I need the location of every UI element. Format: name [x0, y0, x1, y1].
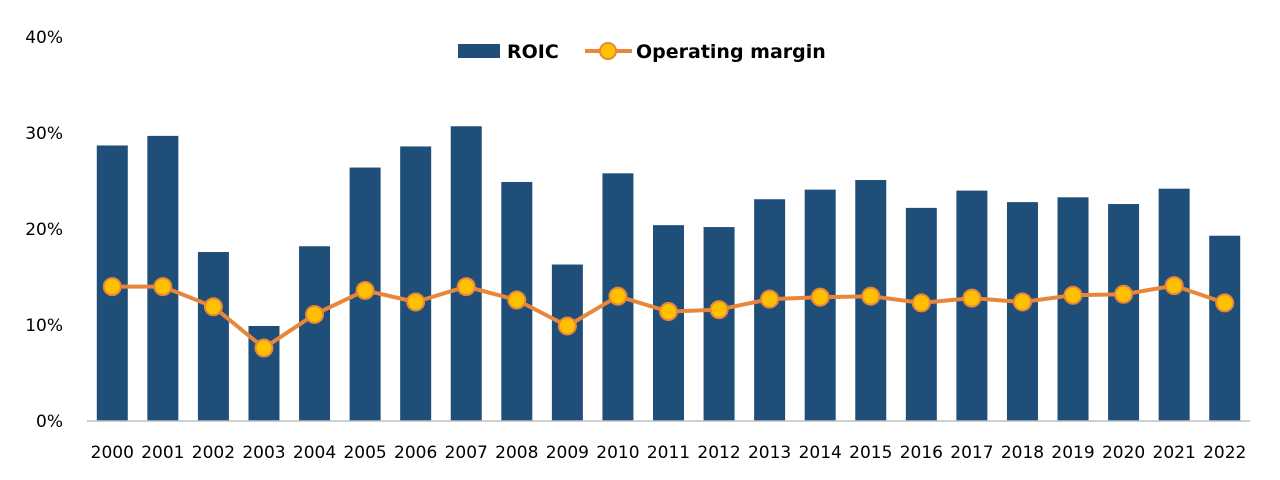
- roic-bar: [1158, 188, 1190, 421]
- x-tick-label: 2001: [141, 443, 184, 463]
- x-tick-label: 2007: [445, 443, 488, 463]
- roic-bar: [1006, 202, 1038, 421]
- operating-margin-marker: [305, 304, 325, 324]
- operating-margin-marker: [557, 316, 577, 336]
- y-tick-label: 10%: [25, 316, 63, 336]
- roic-bar: [653, 225, 684, 421]
- x-tick-label: 2003: [242, 443, 285, 463]
- x-tick-label: 2013: [748, 443, 791, 463]
- operating-margin-marker: [861, 286, 881, 306]
- operating-margin-marker: [1114, 284, 1134, 304]
- y-tick-label: 0%: [36, 412, 63, 432]
- x-tick-label: 2010: [596, 443, 639, 463]
- x-tick-label: 2000: [91, 443, 134, 463]
- operating-margin-marker: [760, 289, 780, 309]
- legend-operating-margin-label: Operating margin: [636, 41, 826, 63]
- x-tick-label: 2018: [1001, 443, 1044, 463]
- x-tick-label: 2002: [192, 443, 235, 463]
- x-tick-label: 2008: [495, 443, 538, 463]
- operating-margin-marker: [911, 293, 931, 313]
- legend-operating-margin-marker: [599, 42, 617, 60]
- x-tick-label: 2011: [647, 443, 690, 463]
- x-axis-ticks: 2000 2001 2002 2003 2004 2005 2006 2007 2008 2009…: [91, 443, 1247, 463]
- operating-margin-marker: [1012, 292, 1032, 312]
- operating-margin-marker: [1215, 293, 1235, 313]
- roic-bar: [299, 246, 331, 421]
- operating-margin-marker: [102, 277, 122, 297]
- y-tick-label: 30%: [25, 124, 63, 144]
- operating-margin-marker: [1063, 285, 1083, 305]
- roic-bar: [1209, 235, 1241, 421]
- operating-margin-marker: [406, 292, 426, 312]
- legend: ROIC Operating margin: [458, 41, 826, 63]
- operating-margin-marker: [507, 290, 527, 310]
- x-tick-label: 2005: [343, 443, 386, 463]
- operating-margin-marker: [254, 338, 274, 358]
- roic-bar: [1057, 197, 1089, 421]
- roic-bar: [754, 199, 786, 421]
- roic-bar: [905, 207, 937, 421]
- operating-margin-marker: [153, 277, 173, 297]
- x-tick-label: 2006: [394, 443, 437, 463]
- x-tick-label: 2015: [849, 443, 892, 463]
- x-tick-label: 2014: [799, 443, 842, 463]
- operating-margin-marker: [659, 302, 678, 322]
- operating-margin-marker: [709, 300, 729, 320]
- legend-roic-swatch: [458, 44, 500, 58]
- roic-bars: [96, 126, 1241, 422]
- y-tick-label: 40%: [25, 28, 63, 48]
- x-tick-label: 2009: [546, 443, 589, 463]
- x-tick-label: 2022: [1203, 443, 1246, 463]
- operating-margin-marker: [1164, 276, 1184, 296]
- roic-bar: [450, 126, 482, 421]
- operating-margin-marker: [962, 288, 982, 308]
- y-axis-ticks: 0% 10% 20% 30% 40%: [25, 28, 63, 432]
- operating-margin-marker: [456, 277, 476, 297]
- x-tick-label: 2017: [950, 443, 993, 463]
- legend-roic-label: ROIC: [507, 41, 559, 63]
- operating-margin-marker: [608, 286, 628, 306]
- roic-bar: [703, 227, 735, 421]
- roic-bar: [551, 264, 583, 421]
- x-tick-label: 2021: [1153, 443, 1196, 463]
- roic-bar: [1108, 204, 1140, 421]
- x-tick-label: 2004: [293, 443, 336, 463]
- x-tick-label: 2016: [900, 443, 943, 463]
- y-tick-label: 20%: [25, 220, 63, 240]
- x-tick-label: 2019: [1051, 443, 1094, 463]
- roic-bar: [197, 252, 229, 421]
- operating-margin-marker: [810, 287, 830, 307]
- x-tick-label: 2020: [1102, 443, 1145, 463]
- operating-margin-marker: [203, 297, 223, 317]
- operating-margin-marker: [355, 280, 375, 300]
- x-tick-label: 2012: [697, 443, 740, 463]
- roic-bar: [400, 146, 432, 421]
- operating-margin-series: [102, 276, 1235, 358]
